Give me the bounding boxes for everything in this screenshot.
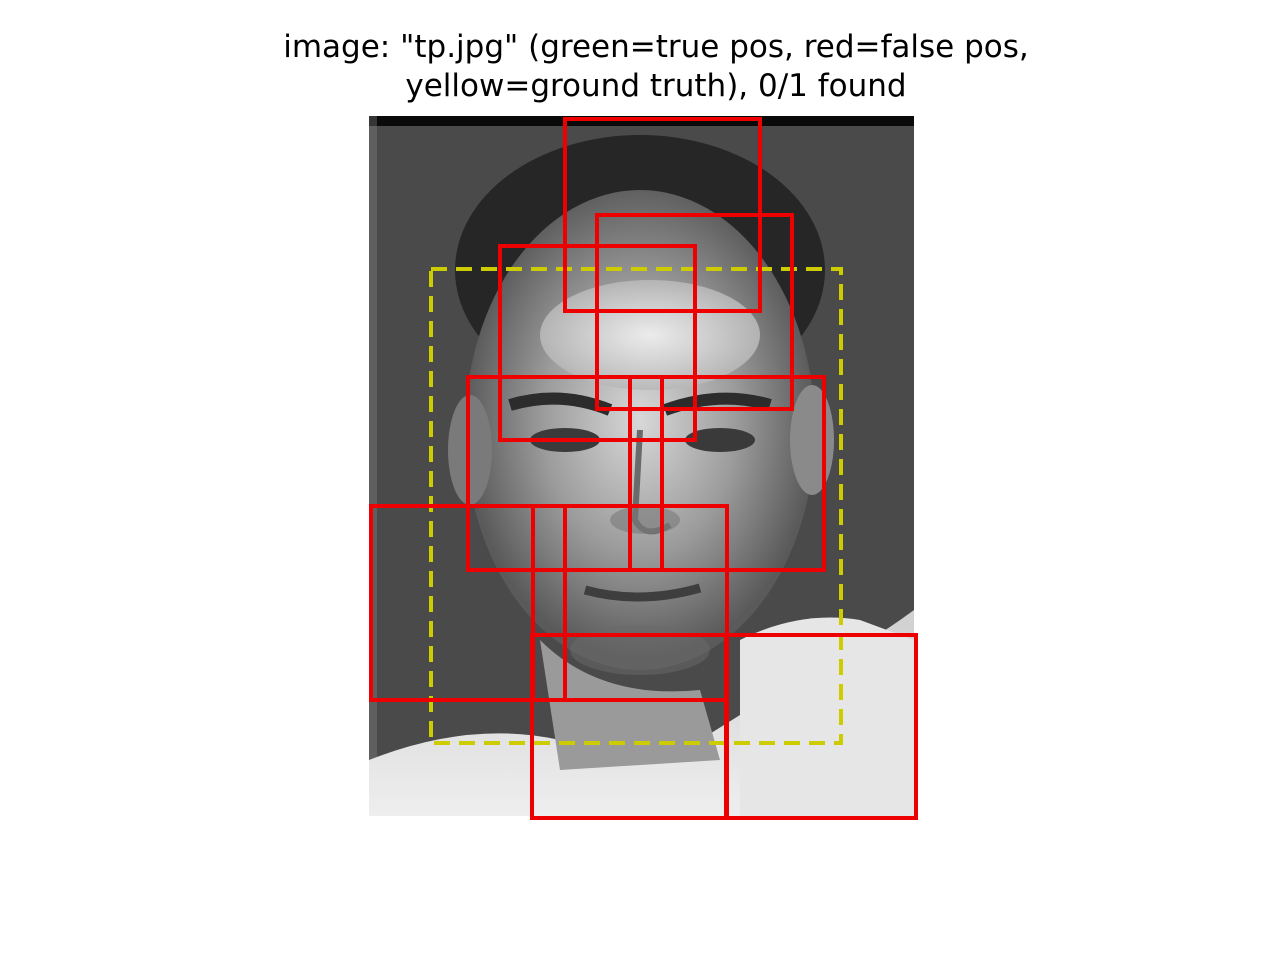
figure-title-line-2: yellow=ground truth), 0/1 found — [405, 68, 907, 104]
figure-title: image: "tp.jpg" (green=true pos, red=fal… — [0, 28, 1280, 106]
false-positive-box — [531, 504, 729, 702]
false-positive-box — [498, 244, 697, 442]
figure-title-line-1: image: "tp.jpg" (green=true pos, red=fal… — [283, 29, 1029, 65]
false-positive-box — [725, 633, 918, 820]
false-positive-box — [369, 504, 567, 702]
face-photo — [369, 116, 914, 816]
false-positive-boxes — [369, 117, 918, 820]
